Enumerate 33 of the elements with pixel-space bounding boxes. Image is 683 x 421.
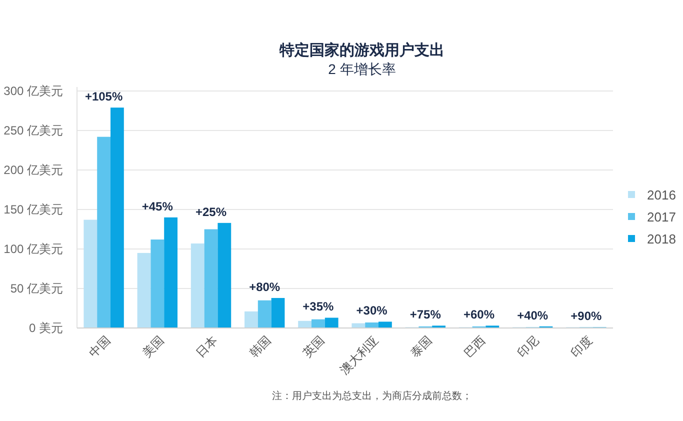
legend-label: 2016: [647, 188, 676, 202]
y-tick-label: 0 美元: [28, 321, 63, 335]
annotation: +75%: [410, 308, 442, 322]
y-tick-label: 300 亿美元: [4, 84, 63, 98]
x-tick-label: 英国: [300, 333, 328, 360]
y-tick-label: 250 亿美元: [4, 124, 63, 138]
chart-title: 特定国家的游戏用户支出: [278, 41, 444, 59]
annotation: +80%: [249, 280, 280, 294]
annotation: +90%: [570, 309, 602, 324]
legend-label: 2017: [647, 210, 676, 224]
x-tick-label: 澳大利亚: [337, 333, 381, 378]
y-tick-label: 150 亿美元: [4, 202, 63, 216]
y-tick-label: 200 亿美元: [4, 163, 63, 177]
legend-label: 2018: [647, 232, 676, 246]
x-tick-label: 美国: [140, 333, 167, 360]
y-tick-label: 50 亿美元: [10, 282, 63, 296]
x-tick-label: 韩国: [246, 333, 274, 360]
annotation: +25%: [195, 204, 227, 219]
x-tick-label: 印度: [568, 333, 596, 360]
annotation: +30%: [356, 304, 388, 318]
x-tick-label: 日本: [193, 333, 220, 360]
chart-subtitle: 2 年增长率: [328, 61, 396, 77]
annotation: +60%: [463, 308, 495, 322]
annotation: +45%: [142, 199, 174, 214]
x-tick-label: 巴西: [461, 333, 488, 360]
annotation: +105%: [84, 90, 123, 104]
annotation: +40%: [517, 308, 548, 322]
y-tick-label: 100 亿美元: [4, 242, 63, 256]
x-tick-label: 中国: [86, 333, 113, 360]
x-tick-label: 泰国: [408, 333, 435, 360]
annotation: +35%: [302, 300, 334, 314]
x-tick-label: 印尼: [514, 333, 542, 360]
text: 注：用户支出为总支出，为商店分成前总数；: [272, 390, 472, 402]
